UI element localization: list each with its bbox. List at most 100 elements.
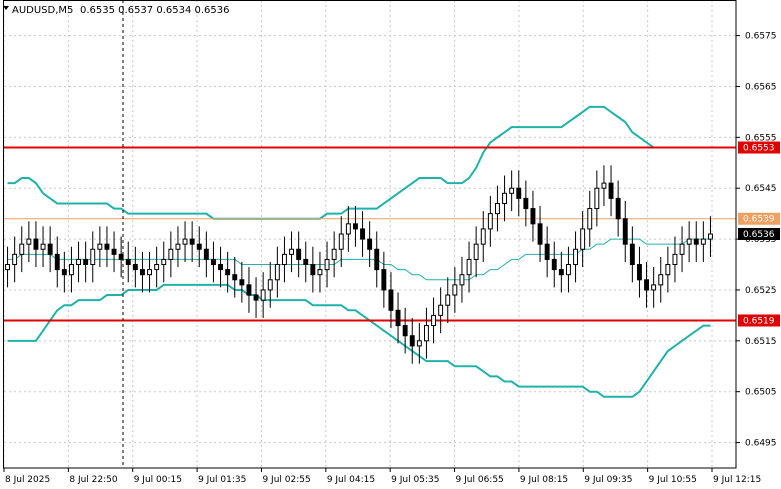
candle-body bbox=[615, 197, 621, 220]
candle-body bbox=[431, 314, 437, 327]
time-axis[interactable]: 8 Jul 2025 8 Jul 22:50 9 Jul 00:15 9 Jul 01… bbox=[3, 468, 761, 485]
candle-body bbox=[303, 258, 309, 266]
triangle-down-icon[interactable] bbox=[3, 6, 9, 10]
candle-body bbox=[19, 243, 25, 255]
candle-body bbox=[622, 218, 628, 245]
candle-body bbox=[253, 294, 259, 301]
candle-body bbox=[324, 258, 330, 271]
price-tag-label: 0.6539 bbox=[743, 215, 775, 225]
candle-body bbox=[147, 269, 153, 276]
middle-band-line bbox=[7, 238, 711, 281]
candle-body bbox=[61, 269, 67, 276]
x-tick-label: 9 Jul 08:15 bbox=[520, 475, 568, 485]
candle-body bbox=[516, 187, 522, 199]
candle-body bbox=[381, 269, 387, 291]
y-tick-label: 0.6575 bbox=[745, 32, 777, 42]
candle-body bbox=[707, 233, 713, 240]
x-tick-label: 9 Jul 12:15 bbox=[713, 475, 761, 485]
candle-body bbox=[509, 187, 515, 194]
candle-body bbox=[601, 182, 607, 189]
candle-body bbox=[175, 243, 181, 250]
lower-band-line bbox=[7, 283, 711, 398]
candle-body bbox=[494, 202, 500, 215]
candle-body bbox=[47, 243, 53, 255]
candle-body bbox=[672, 253, 678, 266]
candle-body bbox=[289, 248, 295, 255]
candle-body bbox=[679, 243, 685, 255]
price-lines[interactable] bbox=[4, 146, 736, 322]
candles bbox=[5, 165, 713, 364]
candle-body bbox=[537, 223, 543, 245]
candle-body bbox=[331, 248, 337, 260]
candle-body bbox=[487, 213, 493, 230]
candle-body bbox=[26, 238, 32, 245]
y-tick-label: 0.6515 bbox=[745, 337, 777, 347]
candle-body bbox=[168, 248, 174, 260]
price-tag-label: 0.6519 bbox=[743, 316, 775, 326]
current-price-label: 0.6536 bbox=[743, 230, 775, 240]
candle-body bbox=[644, 279, 650, 291]
candle-body bbox=[161, 258, 167, 266]
candle-body bbox=[473, 243, 479, 260]
y-tick-label: 0.6495 bbox=[745, 439, 777, 449]
x-tick-label: 9 Jul 05:35 bbox=[391, 475, 439, 485]
candle-body bbox=[189, 238, 195, 245]
candle-body bbox=[33, 238, 39, 250]
candle-body bbox=[594, 187, 600, 210]
candle-body bbox=[502, 192, 508, 204]
candle-body bbox=[154, 264, 160, 271]
candle-body bbox=[260, 289, 266, 301]
candle-body bbox=[40, 243, 46, 250]
x-tick-label: 9 Jul 06:55 bbox=[456, 475, 504, 485]
candle-body bbox=[360, 228, 366, 240]
candle-body bbox=[480, 228, 486, 245]
candle-body bbox=[317, 269, 323, 276]
candle-body bbox=[281, 253, 287, 266]
current-price-tag[interactable] bbox=[738, 228, 780, 240]
symbol-title: AUDUSD,M5 bbox=[12, 5, 73, 16]
candle-body bbox=[132, 264, 138, 271]
candle-body bbox=[338, 233, 344, 250]
price-tag-0.6519[interactable] bbox=[738, 314, 780, 327]
candle-body bbox=[530, 208, 536, 225]
candle-body bbox=[395, 309, 401, 327]
candle-body bbox=[445, 294, 451, 306]
x-tick-label: 8 Jul 2025 bbox=[5, 475, 50, 485]
candle-body bbox=[345, 223, 351, 235]
candle-body bbox=[388, 289, 394, 311]
candle-body bbox=[700, 238, 706, 245]
candle-body bbox=[459, 274, 465, 286]
candle-body bbox=[246, 284, 252, 296]
candle-body bbox=[68, 264, 74, 276]
candle-body bbox=[182, 238, 188, 245]
candle-body bbox=[5, 264, 11, 271]
x-tick-label: 9 Jul 10:55 bbox=[649, 475, 697, 485]
candle-body bbox=[104, 243, 110, 250]
y-tick-label: 0.6565 bbox=[745, 82, 777, 92]
price-axis[interactable]: 0.6575 0.6565 0.6555 0.6545 0.6535 0.6525 0.65… bbox=[736, 32, 780, 449]
candle-body bbox=[693, 238, 699, 245]
candle-body bbox=[636, 264, 642, 281]
y-tick-label: 0.6555 bbox=[745, 133, 777, 143]
candle-body bbox=[544, 243, 550, 260]
candle-body bbox=[296, 248, 302, 260]
price-tag-0.6539[interactable] bbox=[738, 212, 780, 225]
candle-body bbox=[608, 182, 614, 199]
chart-frame bbox=[3, 0, 737, 469]
candle-body bbox=[90, 248, 96, 266]
price-tag-0.6553[interactable] bbox=[738, 141, 780, 154]
candle-body bbox=[587, 208, 593, 230]
candle-body bbox=[210, 258, 216, 266]
x-tick-label: 9 Jul 01:35 bbox=[198, 475, 246, 485]
candle-body bbox=[367, 238, 373, 250]
candle-body bbox=[97, 243, 103, 250]
x-tick-label: 8 Jul 22:50 bbox=[69, 475, 118, 485]
candle-body bbox=[225, 269, 231, 276]
ohlc-readout: 0.6535 0.6537 0.6534 0.6536 bbox=[80, 5, 230, 16]
candle-body bbox=[218, 264, 224, 271]
candle-body bbox=[203, 248, 209, 260]
x-tick-label: 9 Jul 09:35 bbox=[584, 475, 632, 485]
candle-body bbox=[551, 258, 557, 271]
